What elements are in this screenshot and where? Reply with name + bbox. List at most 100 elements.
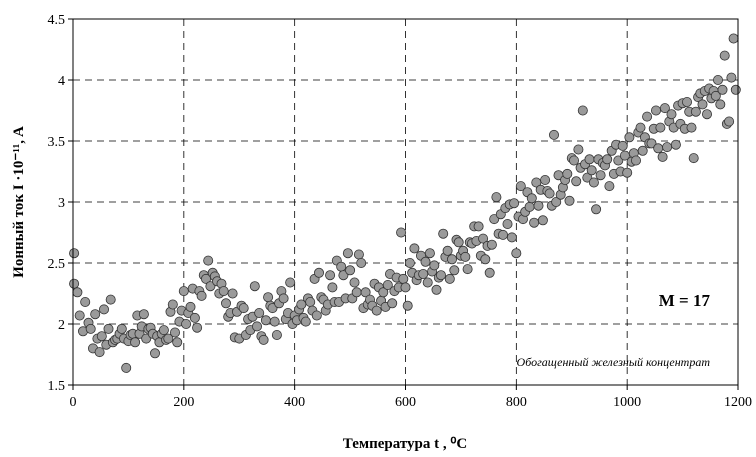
data-point-91 [271, 329, 282, 340]
data-point-150 [402, 300, 413, 311]
data-point-149 [400, 282, 411, 293]
data-point-159 [422, 277, 433, 288]
data-point-109 [311, 310, 322, 321]
data-point-40 [158, 325, 169, 336]
data-point-176 [460, 251, 471, 262]
data-point-173 [453, 237, 464, 248]
data-point-55 [192, 322, 203, 333]
data-point-256 [637, 145, 648, 156]
data-point-147 [396, 227, 407, 238]
data-point-110 [313, 267, 324, 278]
data-point-271 [670, 139, 681, 150]
data-point-148 [398, 273, 409, 284]
data-point-255 [635, 122, 646, 133]
y-tick-label-2.5: 2.5 [48, 257, 66, 272]
data-point-298 [730, 84, 741, 95]
data-point-197 [506, 232, 517, 243]
y-axis-ticks: 1.5 2 2.5 3 3.5 4 4.5 [48, 13, 73, 394]
data-point-121 [338, 270, 349, 281]
data-point-222 [562, 168, 573, 179]
data-point-49 [178, 286, 189, 297]
data-point-232 [584, 154, 595, 165]
data-point-188 [486, 239, 497, 250]
data-point-184 [478, 233, 489, 244]
data-point-293 [719, 50, 730, 61]
data-point-170 [446, 254, 457, 265]
data-point-104 [300, 316, 311, 327]
data-point-151 [404, 257, 415, 268]
data-point-263 [653, 143, 664, 154]
data-point-234 [588, 177, 599, 188]
data-point-168 [442, 245, 453, 256]
data-point-280 [690, 106, 701, 117]
data-point-285 [702, 109, 713, 120]
data-point-253 [631, 155, 642, 166]
data-point-60 [203, 255, 214, 266]
data-point-171 [449, 265, 460, 276]
data-point-297 [728, 33, 739, 44]
data-point-201 [515, 181, 526, 192]
data-point-124 [345, 265, 356, 276]
x-axis-title: Температура t , ⁰C [343, 436, 467, 452]
data-point-123 [342, 248, 353, 259]
data-point-0 [69, 248, 80, 259]
data-point-283 [697, 99, 708, 110]
data-point-3 [74, 310, 85, 321]
data-point-240 [602, 154, 613, 165]
data-point-13 [99, 304, 110, 315]
data-point-50 [181, 318, 192, 329]
data-point-11 [94, 347, 105, 358]
data-point-279 [688, 153, 699, 164]
x-tick-label-800: 800 [506, 395, 527, 410]
data-point-264 [655, 122, 666, 133]
x-tick-label-200: 200 [173, 395, 194, 410]
x-tick-label-1000: 1000 [613, 395, 641, 410]
data-point-289 [710, 90, 721, 101]
data-point-231 [582, 172, 593, 183]
x-tick-label-400: 400 [284, 395, 305, 410]
data-point-166 [438, 228, 449, 239]
data-point-163 [431, 284, 442, 295]
data-point-158 [420, 256, 431, 267]
data-point-141 [382, 279, 393, 290]
data-point-162 [429, 260, 440, 271]
data-point-68 [220, 298, 231, 309]
data-points [69, 33, 741, 373]
data-point-160 [424, 248, 435, 259]
data-point-94 [278, 293, 289, 304]
y-axis-title: Ионный ток I ·10⁻¹¹, A [11, 126, 27, 278]
data-point-262 [651, 105, 662, 116]
data-point-226 [571, 176, 582, 187]
data-point-54 [189, 312, 200, 323]
data-point-187 [484, 267, 495, 278]
data-point-237 [595, 170, 606, 181]
data-point-97 [285, 277, 296, 288]
y-tick-label-3.5: 3.5 [48, 135, 66, 150]
data-point-233 [586, 165, 597, 176]
data-point-83 [254, 307, 265, 318]
data-point-36 [149, 348, 160, 359]
data-point-157 [418, 268, 429, 279]
data-point-21 [116, 323, 127, 334]
data-point-260 [646, 138, 657, 149]
data-point-189 [489, 214, 500, 225]
data-point-136 [371, 305, 382, 316]
y-tick-label-2: 2 [58, 318, 65, 333]
data-point-206 [526, 193, 537, 204]
data-point-15 [103, 323, 114, 334]
data-point-129 [356, 257, 367, 268]
data-point-120 [336, 261, 347, 272]
data-point-182 [473, 221, 484, 232]
data-point-81 [249, 281, 260, 292]
data-point-52 [185, 301, 196, 312]
data-point-212 [540, 174, 551, 185]
x-axis-ticks: 0 200 400 600 800 1000 1200 [70, 385, 752, 410]
mass-annotation: M = 17 [659, 291, 711, 310]
data-point-217 [551, 196, 562, 207]
data-point-87 [263, 292, 274, 303]
data-point-1 [69, 278, 80, 289]
data-point-291 [715, 99, 726, 110]
y-tick-label-4.5: 4.5 [48, 13, 66, 28]
y-tick-label-4: 4 [58, 74, 65, 89]
